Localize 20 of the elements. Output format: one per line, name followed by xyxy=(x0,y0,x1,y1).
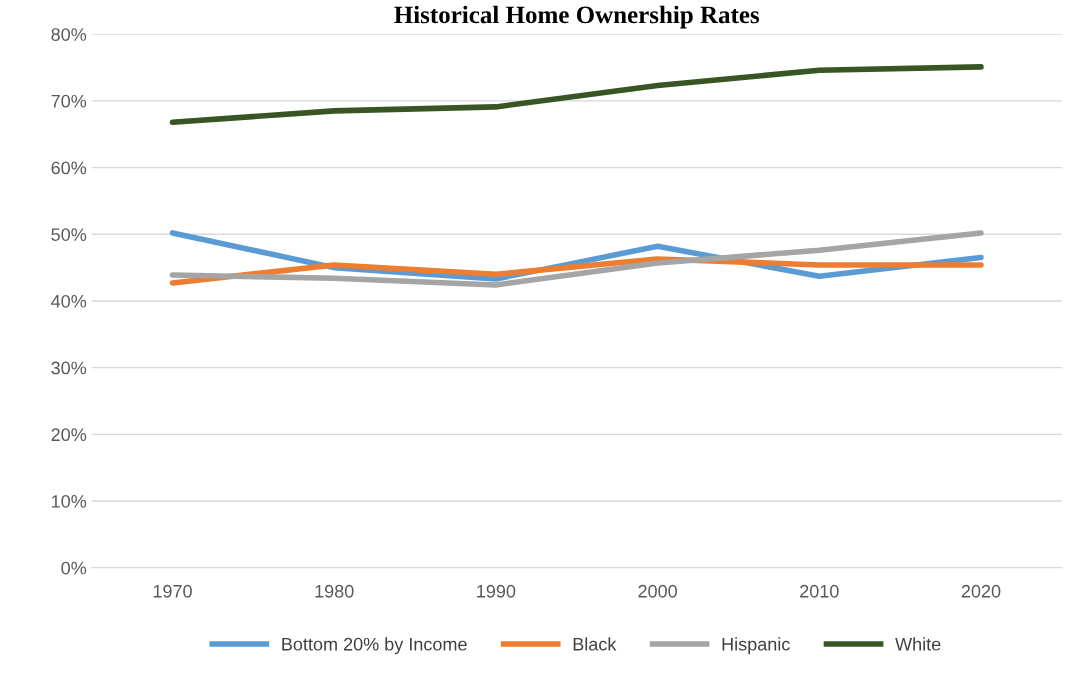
y-tick-label: 20% xyxy=(51,428,87,442)
y-tick-label: 0% xyxy=(61,561,87,575)
y-tick-label: 10% xyxy=(52,494,87,508)
legend-label: Hispanic xyxy=(722,637,790,655)
y-tick-label: 40% xyxy=(51,294,87,308)
x-tick-label: 1980 xyxy=(315,584,354,598)
x-tick-label: 2000 xyxy=(638,584,677,598)
y-tick-label: 60% xyxy=(51,161,87,175)
legend-label: Black xyxy=(573,637,617,651)
x-tick-label: 2020 xyxy=(961,584,1001,598)
y-tick-label: 50% xyxy=(51,228,87,241)
legend-label: Bottom 20% by Income xyxy=(282,637,467,655)
x-tick-label: 2010 xyxy=(800,584,839,598)
y-tick-label: 30% xyxy=(51,361,87,375)
legend-label: White xyxy=(895,637,941,651)
y-tick-label: 80% xyxy=(51,28,87,41)
y-tick-label: 70% xyxy=(51,94,87,108)
chart-title: Historical Home Ownership Rates xyxy=(394,5,760,29)
x-tick-label: 1970 xyxy=(153,584,192,598)
x-tick-label: 1990 xyxy=(477,584,516,598)
